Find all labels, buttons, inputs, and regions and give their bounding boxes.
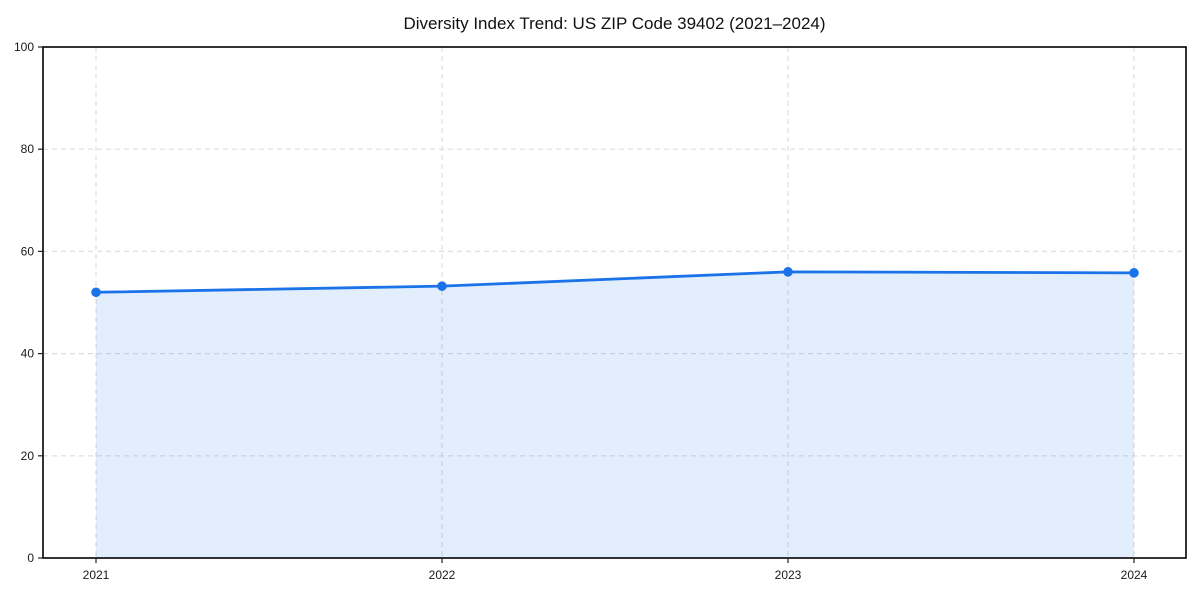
chart-title: Diversity Index Trend: US ZIP Code 39402… — [403, 14, 826, 33]
x-tick-label: 2023 — [775, 568, 802, 582]
x-tick-label: 2024 — [1121, 568, 1148, 582]
data-point-marker — [783, 267, 793, 277]
y-tick-label: 20 — [21, 449, 35, 463]
series-area-fill — [96, 271, 1134, 558]
y-tick-label: 60 — [21, 244, 35, 258]
x-tick-label: 2022 — [429, 568, 456, 582]
x-tick-label: 2021 — [83, 568, 110, 582]
y-tick-label: 100 — [14, 40, 34, 54]
data-point-marker — [91, 287, 101, 298]
y-tick-label: 40 — [21, 347, 35, 361]
plot-border — [42, 46, 1187, 559]
y-tick-label: 80 — [21, 142, 35, 156]
y-tick-label: 0 — [27, 551, 34, 565]
data-point-marker — [437, 281, 447, 291]
data-point-marker — [1129, 268, 1139, 278]
series-line — [94, 270, 1136, 294]
